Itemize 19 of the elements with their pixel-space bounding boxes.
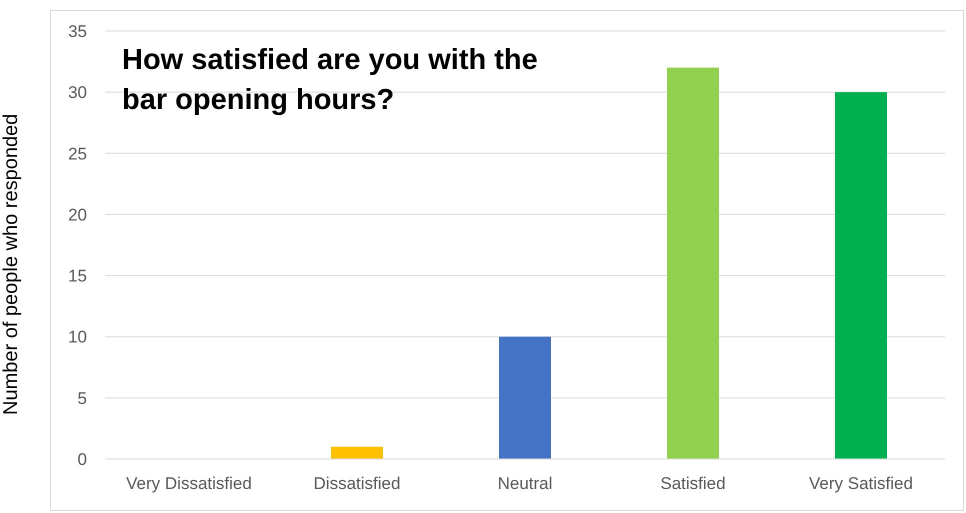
y-tick-label: 25	[68, 144, 87, 164]
bar	[835, 92, 887, 459]
bar	[331, 446, 383, 459]
x-tick-label: Dissatisfied	[314, 474, 400, 494]
x-tick-label: Satisfied	[660, 474, 726, 494]
y-tick-label: 5	[78, 388, 87, 408]
x-tick-label: Very Satisfied	[809, 474, 913, 494]
y-tick-label: 15	[68, 266, 87, 286]
y-tick-label: 30	[68, 83, 87, 102]
bar	[667, 68, 719, 459]
x-tick-label: Very Dissatisfied	[126, 474, 252, 494]
y-axis-title: Number of people who responded	[0, 114, 22, 415]
text: How satisfied are you with the bar opening hours?	[122, 43, 539, 118]
y-tick-label: 20	[68, 205, 87, 224]
x-tick-label: Neutral	[498, 474, 552, 494]
y-tick-label: 10	[68, 328, 87, 347]
y-tick-label: 0	[78, 450, 87, 470]
y-tick-label: 35	[68, 22, 87, 42]
bar	[499, 336, 551, 459]
